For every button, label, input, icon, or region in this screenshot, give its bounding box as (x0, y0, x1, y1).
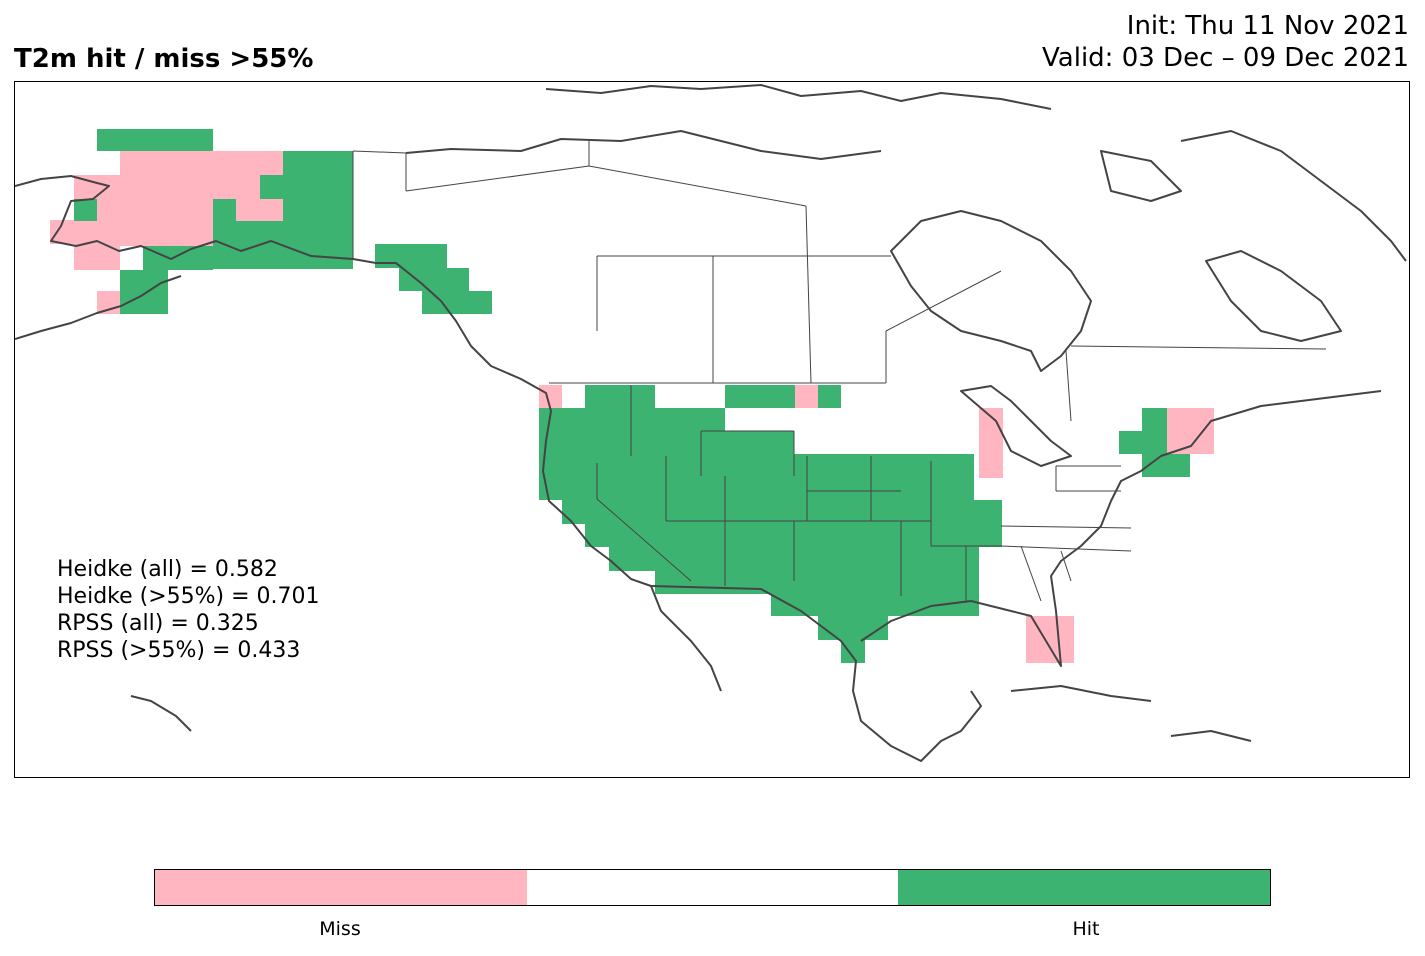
map-title: T2m hit / miss >55% (14, 44, 314, 74)
hit-cell (283, 151, 353, 269)
forecast-dates: Init: Thu 11 Nov 2021 Valid: 03 Dec – 09… (1042, 10, 1409, 74)
hit-cell (74, 199, 97, 221)
hit-cell (841, 640, 865, 663)
heidke-all: Heidke (all) = 0.582 (57, 557, 278, 582)
miss-cell (236, 199, 283, 221)
init-date: Init: Thu 11 Nov 2021 (1126, 11, 1409, 41)
miss-cell (1026, 616, 1074, 663)
hit-cell (539, 431, 794, 454)
map-canvas (15, 84, 1407, 762)
hit-cell (143, 246, 213, 270)
hit-cell (818, 616, 888, 640)
miss-cell (120, 151, 283, 199)
miss-cell (979, 408, 1003, 478)
coastlines (15, 84, 1407, 762)
hit-cell (562, 500, 1002, 524)
valid-range: Valid: 03 Dec – 09 Dec 2021 (1042, 43, 1409, 73)
heidke-55: Heidke (>55%) = 0.701 (57, 584, 320, 609)
hit-cell (213, 199, 236, 221)
hit-cell (585, 385, 655, 408)
rpss-55: RPSS (>55%) = 0.433 (57, 638, 301, 663)
colorbar (154, 869, 1271, 906)
hit-cell (399, 268, 469, 291)
hit-cell (725, 385, 795, 408)
colorbar-label-hit: Hit (1072, 918, 1100, 940)
hit-cell (539, 454, 974, 500)
hit-cell (375, 244, 447, 268)
miss-cell (539, 385, 562, 408)
hit-cell (97, 129, 213, 151)
hit-cell (1142, 408, 1167, 454)
map-panel[interactable] (14, 81, 1410, 778)
hit-cell (260, 175, 283, 199)
miss-cell (120, 199, 213, 246)
hit-cell (1142, 454, 1190, 477)
colorbar-hit-segment (898, 870, 1271, 905)
hit-cell (539, 408, 725, 431)
colorbar-miss-segment (155, 870, 527, 905)
colorbar-neutral-segment (526, 870, 899, 905)
hit-cell (120, 270, 168, 314)
miss-cell (74, 175, 120, 270)
hit-cell (818, 385, 841, 408)
colorbar-label-miss: Miss (319, 918, 361, 940)
miss-cell (795, 385, 818, 408)
grid-cells (50, 129, 1214, 663)
rpss-all: RPSS (all) = 0.325 (57, 611, 259, 636)
hit-cell (422, 291, 492, 314)
hit-cell (655, 571, 979, 594)
hit-cell (771, 594, 979, 616)
skill-scores: Heidke (all) = 0.582 Heidke (>55%) = 0.7… (57, 556, 320, 664)
borders (352, 141, 1327, 602)
